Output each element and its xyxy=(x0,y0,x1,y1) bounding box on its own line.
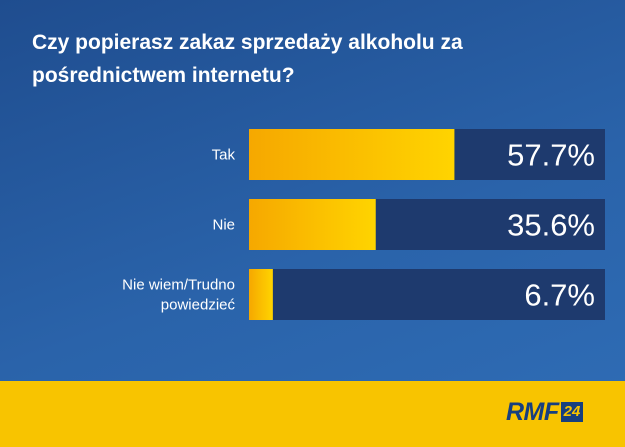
category-label: powiedzieć xyxy=(161,297,236,314)
bar-value-label: 35.6% xyxy=(507,208,595,243)
bar-chart: 57.7% Tak 35.6% Nie 6.7% Nie wiem/Trudno powie… xyxy=(122,129,605,320)
rmf24-logo: RMF 24 xyxy=(506,397,584,427)
bar-value-label: 6.7% xyxy=(524,278,595,313)
category-label: Nie xyxy=(212,217,235,234)
bar-track xyxy=(249,269,605,320)
bar xyxy=(249,129,455,180)
bar xyxy=(249,269,273,320)
category-label: Tak xyxy=(212,147,236,164)
bar-value-label: 57.7% xyxy=(507,138,595,173)
bar xyxy=(249,199,376,250)
logo-number: 24 xyxy=(560,402,584,422)
logo-text: RMF xyxy=(506,397,559,426)
footer-band xyxy=(0,381,625,447)
chart-title: Czy popierasz zakaz sprzedaży alkoholu z… xyxy=(32,31,463,87)
category-label: Nie wiem/Trudno xyxy=(122,277,235,294)
